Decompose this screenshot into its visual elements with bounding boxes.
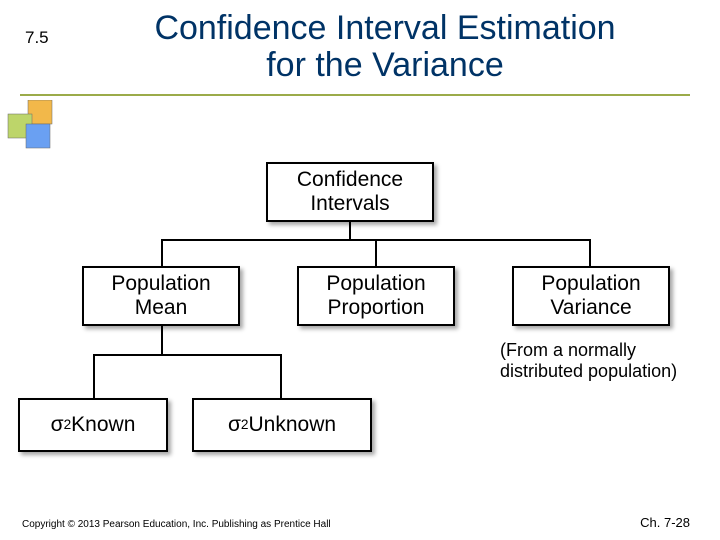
- corner-decoration: [2, 100, 62, 160]
- note-line2: distributed population): [500, 361, 677, 381]
- connector-line: [93, 354, 95, 398]
- section-number: 7.5: [0, 10, 80, 48]
- title-underline: [20, 94, 690, 96]
- node-root: ConfidenceIntervals: [266, 162, 434, 222]
- connector-line: [589, 239, 591, 266]
- distribution-note: (From a normally distributed population): [500, 340, 677, 382]
- slide-title: Confidence Interval Estimation for the V…: [80, 10, 720, 85]
- title-line2: for the Variance: [266, 46, 504, 84]
- connector-line: [349, 222, 351, 239]
- node-known: σ2 Known: [18, 398, 168, 452]
- copyright-text: Copyright © 2013 Pearson Education, Inc.…: [22, 519, 331, 530]
- node-unknown: σ2 Unknown: [192, 398, 372, 452]
- note-line1: (From a normally: [500, 340, 636, 360]
- connector-line: [280, 354, 282, 398]
- node-mean: PopulationMean: [82, 266, 240, 326]
- node-variance: PopulationVariance: [512, 266, 670, 326]
- connector-line: [161, 326, 163, 354]
- page-number: Ch. 7-28: [640, 515, 690, 530]
- connector-line: [93, 354, 282, 356]
- squares-icon: [2, 100, 62, 155]
- slide-header: 7.5 Confidence Interval Estimation for t…: [0, 0, 720, 85]
- title-line1: Confidence Interval Estimation: [154, 9, 615, 47]
- connector-line: [161, 239, 163, 266]
- node-proportion: PopulationProportion: [297, 266, 455, 326]
- connector-line: [375, 239, 377, 266]
